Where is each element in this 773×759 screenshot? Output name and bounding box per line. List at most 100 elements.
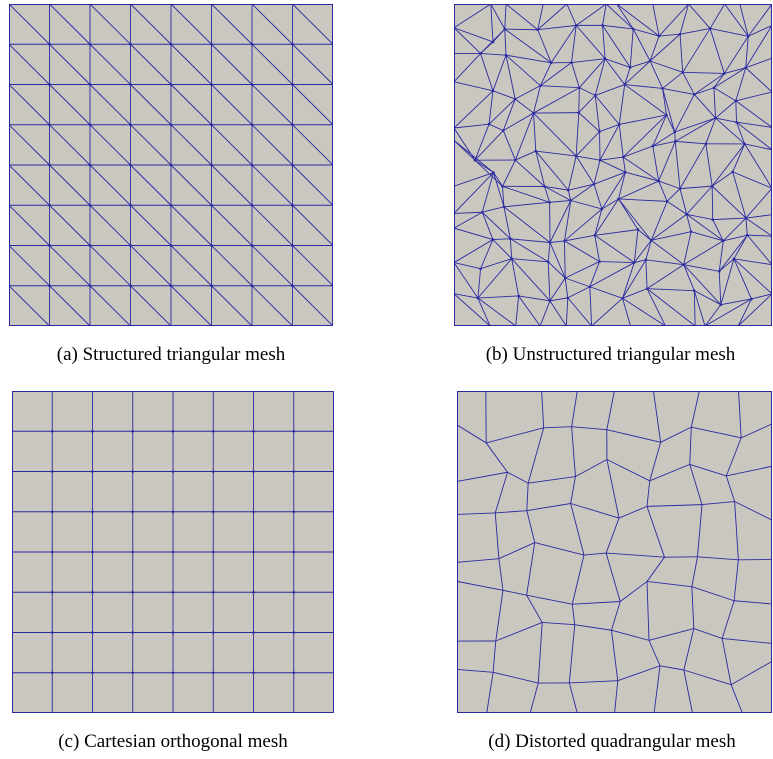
mesh-edge [130, 4, 172, 45]
mesh-edge [683, 669, 732, 686]
mesh-edge [454, 293, 479, 299]
mesh-edge [682, 28, 711, 73]
mesh-node [171, 510, 175, 514]
mesh-edge [645, 240, 652, 260]
mesh-edge [566, 4, 577, 26]
mesh-edge [495, 622, 543, 642]
mesh-edge [594, 235, 600, 262]
mesh-edge [490, 4, 494, 43]
mesh-edge [251, 4, 293, 45]
mesh-edge [647, 288, 695, 292]
mesh-edge [480, 258, 512, 270]
mesh-edge [736, 121, 772, 128]
mesh-edge [579, 58, 606, 89]
mesh-edge [547, 242, 551, 262]
mesh-edge [733, 559, 739, 601]
mesh-edge [686, 213, 724, 242]
mesh-node [480, 210, 484, 214]
mesh-edge [549, 300, 567, 326]
mesh-edge [481, 211, 511, 240]
mesh-edge [637, 229, 652, 241]
mesh-node [131, 631, 135, 634]
mesh-edge [550, 25, 577, 64]
mesh-edge [617, 665, 661, 682]
mesh-node [210, 83, 213, 86]
mesh-node [292, 631, 296, 634]
mesh-edge [720, 298, 752, 306]
mesh-edge [693, 290, 696, 326]
mesh-edge [679, 188, 688, 215]
mesh-edge [616, 4, 660, 37]
mesh-edge [694, 87, 715, 95]
mesh-node [210, 284, 213, 288]
mesh-edge [693, 94, 716, 119]
mesh-edge [633, 28, 660, 37]
mesh-edge [49, 43, 91, 85]
mesh-edge [649, 463, 690, 482]
mesh-edge [606, 459, 650, 482]
mesh-edge [683, 264, 722, 306]
mesh-node [710, 184, 714, 188]
mesh-edge [503, 206, 511, 239]
mesh-edge [576, 155, 601, 161]
mesh-edge [518, 295, 551, 302]
mesh-edge [292, 204, 333, 246]
mesh-edge [454, 227, 494, 240]
mesh-edge [650, 213, 687, 241]
mesh-edge [504, 29, 507, 56]
mesh-node [473, 158, 477, 162]
mesh-edge [738, 391, 742, 438]
mesh-edge [679, 4, 689, 35]
mesh-edge [533, 112, 577, 157]
mesh-edge [493, 172, 503, 187]
mesh-edge [130, 285, 172, 326]
mesh-edge [646, 264, 684, 290]
mesh-edge [599, 124, 620, 133]
mesh-edge [705, 117, 716, 144]
mesh-edge [683, 264, 695, 291]
mesh-edge [211, 4, 253, 45]
mesh-node [88, 42, 92, 46]
mesh-edge [745, 67, 772, 93]
mesh-edge [675, 117, 716, 142]
mesh-edge [492, 55, 507, 91]
mesh-node [131, 510, 135, 514]
mesh-edge [493, 671, 539, 684]
mesh-edge [492, 238, 511, 241]
mesh-edge [715, 117, 737, 123]
mesh-node [546, 260, 550, 264]
mesh-edge [474, 159, 494, 173]
mesh-edge [697, 556, 739, 561]
mesh-edge [674, 94, 695, 133]
mesh-edge [526, 594, 573, 605]
mesh-edge [481, 172, 494, 213]
mesh-edge [679, 34, 684, 73]
mesh-node [501, 185, 504, 188]
mesh-edge [649, 33, 681, 62]
mesh-node [563, 276, 567, 280]
mesh-edge [725, 437, 742, 477]
mesh-node [91, 631, 94, 634]
mesh-edge [606, 552, 665, 558]
mesh-edge [9, 43, 50, 85]
caption-a: (a) Structured triangular mesh [56, 344, 286, 365]
mesh-edge [292, 245, 333, 287]
mesh-edge [503, 201, 550, 208]
mesh-edge [662, 88, 695, 95]
mesh-node [211, 429, 215, 433]
mesh-edge [211, 43, 253, 85]
mesh-edge [604, 58, 631, 68]
mesh-edge [510, 238, 551, 243]
mesh-edge [502, 130, 516, 161]
mesh-edge [251, 164, 293, 206]
mesh-edge [646, 581, 650, 641]
mesh-edge [565, 297, 569, 326]
mesh-edge [575, 131, 600, 157]
mesh-node [673, 130, 677, 134]
mesh-edge [549, 242, 566, 279]
mesh-edge [492, 239, 513, 259]
mesh-edge [549, 277, 566, 302]
mesh-edge [211, 285, 253, 326]
mesh-edge [593, 171, 626, 185]
mesh-edge [618, 505, 648, 519]
